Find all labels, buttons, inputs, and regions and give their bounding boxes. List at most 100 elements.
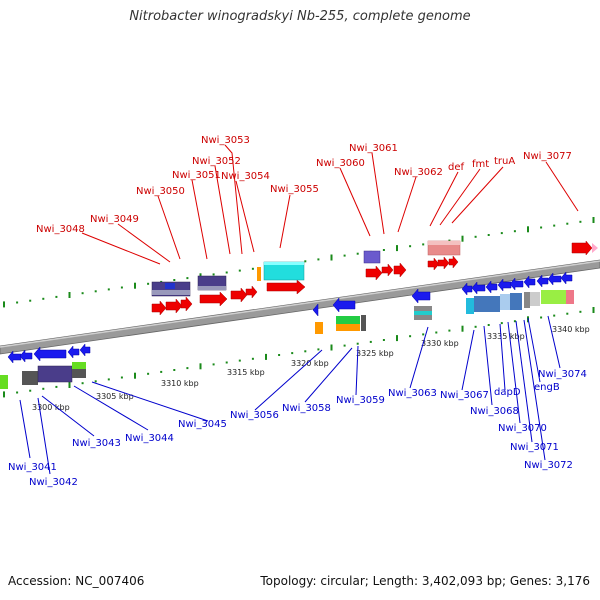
gene-arrow[interactable] bbox=[536, 274, 549, 288]
gene-arrow[interactable] bbox=[393, 262, 407, 278]
minor-tick bbox=[513, 320, 516, 323]
cog-box[interactable] bbox=[152, 290, 190, 295]
gene-arrow[interactable] bbox=[151, 300, 167, 316]
gene-rna[interactable] bbox=[257, 267, 261, 281]
gene-arrow[interactable] bbox=[571, 240, 593, 256]
gene-label-nwi-3074[interactable]: Nwi_3074 bbox=[538, 369, 587, 380]
gene-label-engb[interactable]: engB bbox=[534, 382, 560, 393]
gene-label-fmt[interactable]: fmt bbox=[472, 159, 489, 170]
gene-label-nwi-3054[interactable]: Nwi_3054 bbox=[221, 171, 270, 182]
gene-arrow[interactable] bbox=[180, 296, 193, 312]
gene-label-nwi-3060[interactable]: Nwi_3060 bbox=[316, 158, 365, 169]
gene-arrow[interactable] bbox=[411, 288, 431, 304]
cog-box[interactable] bbox=[165, 283, 175, 289]
gene-label-nwi-3042[interactable]: Nwi_3042 bbox=[29, 477, 78, 488]
cog-box[interactable] bbox=[336, 316, 360, 324]
minor-tick bbox=[317, 348, 320, 351]
gene-arrow[interactable] bbox=[230, 287, 248, 303]
minor-tick bbox=[474, 235, 477, 238]
gene-label-nwi-3070[interactable]: Nwi_3070 bbox=[498, 423, 547, 434]
gene-label-nwi-3056[interactable]: Nwi_3056 bbox=[230, 410, 279, 421]
gene-label-nwi-3041[interactable]: Nwi_3041 bbox=[8, 462, 57, 473]
gene-arrow[interactable] bbox=[67, 345, 80, 359]
cog-box[interactable] bbox=[474, 296, 500, 312]
gene-arrow[interactable] bbox=[437, 256, 450, 270]
gene-arrow[interactable] bbox=[245, 285, 258, 299]
gene-label-nwi-3063[interactable]: Nwi_3063 bbox=[388, 388, 437, 399]
cog-box[interactable] bbox=[198, 286, 226, 290]
gene-arrow[interactable] bbox=[79, 343, 91, 357]
cog-box[interactable] bbox=[315, 322, 323, 334]
cog-box[interactable] bbox=[264, 262, 304, 265]
minor-tick bbox=[540, 316, 543, 319]
gene-arrow[interactable] bbox=[448, 255, 459, 269]
gene-label-nwi-3077[interactable]: Nwi_3077 bbox=[523, 151, 572, 162]
gene-label-nwi-3049[interactable]: Nwi_3049 bbox=[90, 214, 139, 225]
gene-label-nwi-3050[interactable]: Nwi_3050 bbox=[136, 186, 185, 197]
gene-arrow[interactable] bbox=[33, 346, 67, 362]
gene-arrow[interactable] bbox=[381, 263, 394, 277]
gene-arrow[interactable] bbox=[471, 281, 486, 295]
cog-box[interactable] bbox=[72, 362, 86, 369]
gene-label-nwi-3068[interactable]: Nwi_3068 bbox=[470, 406, 519, 417]
minor-tick bbox=[435, 331, 438, 334]
gene-arrow[interactable] bbox=[312, 303, 319, 317]
gene-label-nwi-3043[interactable]: Nwi_3043 bbox=[72, 438, 121, 449]
cog-box[interactable] bbox=[72, 369, 86, 378]
gene-arrow[interactable] bbox=[592, 243, 598, 253]
cog-box[interactable] bbox=[566, 290, 574, 304]
minor-tick bbox=[566, 312, 569, 315]
gene-label-trua[interactable]: truA bbox=[494, 156, 515, 167]
minor-tick bbox=[487, 324, 490, 326]
cog-box[interactable] bbox=[37, 365, 73, 383]
gene-label-dapd[interactable]: dapD bbox=[494, 387, 521, 398]
gene-label-nwi-3055[interactable]: Nwi_3055 bbox=[270, 184, 319, 195]
gene-label-nwi-3045[interactable]: Nwi_3045 bbox=[178, 419, 227, 430]
cog-box[interactable] bbox=[22, 371, 38, 385]
gene-arrow[interactable] bbox=[19, 349, 33, 363]
gene-label-nwi-3061[interactable]: Nwi_3061 bbox=[349, 143, 398, 154]
minor-tick bbox=[409, 335, 412, 338]
gene-arrow[interactable] bbox=[427, 257, 440, 271]
cog-box[interactable] bbox=[466, 298, 474, 314]
gene-label-nwi-3071[interactable]: Nwi_3071 bbox=[510, 442, 559, 453]
minor-tick bbox=[225, 361, 228, 364]
gene-arrow[interactable] bbox=[461, 282, 473, 296]
gene-label-nwi-3044[interactable]: Nwi_3044 bbox=[125, 433, 174, 444]
gene-arrow[interactable] bbox=[485, 280, 498, 294]
minor-tick bbox=[343, 254, 346, 257]
gene-label-nwi-3058[interactable]: Nwi_3058 bbox=[282, 403, 331, 414]
minor-tick bbox=[81, 292, 84, 295]
gene-label-def[interactable]: def bbox=[448, 162, 465, 173]
gene-arrow[interactable] bbox=[199, 291, 228, 307]
cog-box[interactable] bbox=[363, 250, 381, 264]
gene-arrow[interactable] bbox=[560, 271, 573, 285]
cog-box[interactable] bbox=[361, 315, 366, 331]
cog-box[interactable] bbox=[428, 241, 460, 245]
cog-box[interactable] bbox=[510, 293, 522, 310]
gene-arrow[interactable] bbox=[165, 298, 183, 314]
cog-box[interactable] bbox=[524, 292, 530, 308]
gene-label-nwi-3067[interactable]: Nwi_3067 bbox=[440, 390, 489, 401]
gene-arrow[interactable] bbox=[365, 265, 383, 281]
gene-arrow[interactable] bbox=[523, 275, 536, 289]
cog-box[interactable] bbox=[0, 375, 8, 389]
gene-arrow[interactable] bbox=[547, 272, 562, 286]
gene-label-nwi-3051[interactable]: Nwi_3051 bbox=[172, 170, 221, 181]
cog-box[interactable] bbox=[414, 311, 432, 315]
cog-box[interactable] bbox=[541, 290, 567, 304]
gene-label-nwi-3048[interactable]: Nwi_3048 bbox=[36, 224, 85, 235]
gene-arrow[interactable] bbox=[509, 277, 524, 291]
cog-box[interactable] bbox=[336, 324, 360, 331]
gene-label-nwi-3072[interactable]: Nwi_3072 bbox=[524, 460, 573, 471]
cog-box[interactable] bbox=[530, 292, 540, 306]
gene-arrow[interactable] bbox=[266, 279, 306, 295]
gene-label-nwi-3053[interactable]: Nwi_3053 bbox=[201, 135, 250, 146]
gene-arrow[interactable] bbox=[332, 297, 356, 313]
gene-label-nwi-3059[interactable]: Nwi_3059 bbox=[336, 395, 385, 406]
gene-label-nwi-3052[interactable]: Nwi_3052 bbox=[192, 156, 241, 167]
cog-box[interactable] bbox=[500, 294, 510, 310]
gene-label-nwi-3062[interactable]: Nwi_3062 bbox=[394, 167, 443, 178]
lower-tick-rail bbox=[3, 307, 595, 398]
reverse-leaders bbox=[19, 315, 561, 475]
